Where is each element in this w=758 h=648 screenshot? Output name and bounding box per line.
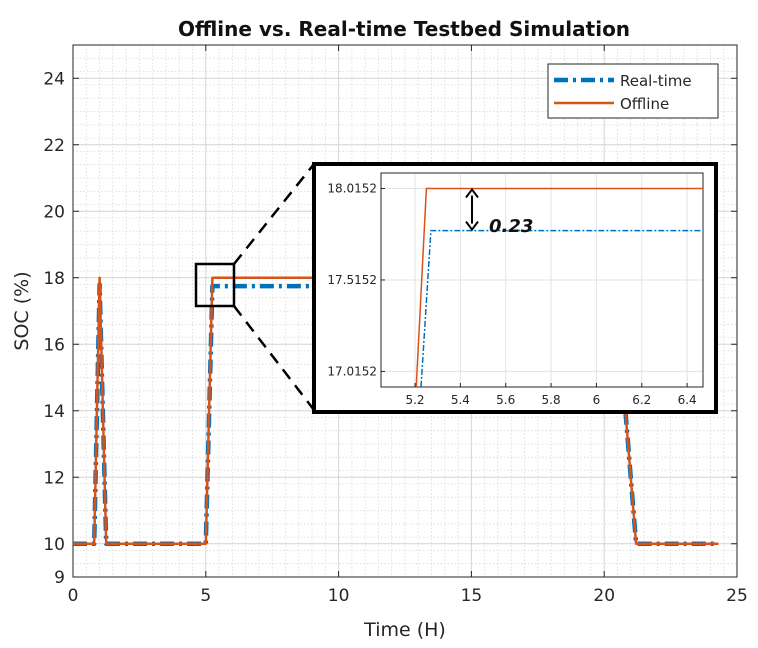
zoom-inset: 5.2 5.4 5.6 5.8 6 6.2 6.4 17.0152 17.5152 18.0152… <box>194 162 718 414</box>
zoom-connector-line <box>233 163 315 265</box>
x-axis-label: Time (H) <box>363 619 446 641</box>
y-tick-label: 9 <box>54 568 65 588</box>
y-axis-label: SOC (%) <box>11 271 33 350</box>
inset-x-tick-label: 5.4 <box>451 393 470 407</box>
y-tick-label: 24 <box>43 69 65 89</box>
chart-title: Offline vs. Real-time Testbed Simulation <box>178 17 630 41</box>
x-tick-label: 15 <box>461 586 483 606</box>
legend-label-real-time: Real-time <box>620 72 692 90</box>
y-tick-label: 22 <box>43 136 65 156</box>
inset-x-tick-label: 6 <box>593 393 601 407</box>
legend-box <box>547 63 719 119</box>
inset-series-offline-line <box>415 187 703 387</box>
inset-x-tick-label: 6.2 <box>632 393 651 407</box>
series-offline-line <box>624 410 719 546</box>
legend: Real-time Offline <box>547 63 719 119</box>
axes-box <box>72 44 738 578</box>
inset-x-tick-label: 5.8 <box>542 393 561 407</box>
y-tick-label: 14 <box>43 402 65 422</box>
inset-x-tick-label: 6.4 <box>678 393 697 407</box>
x-tick-label: 0 <box>68 586 79 606</box>
inset-y-tick-label: 17.0152 <box>327 364 377 378</box>
y-tick-label: 16 <box>43 335 65 355</box>
x-tick-label: 5 <box>200 586 211 606</box>
inset-x-tick-label: 5.6 <box>496 393 515 407</box>
inset-arrow-head-up <box>465 187 479 199</box>
inset-x-tick-label: 5.2 <box>405 393 424 407</box>
legend-label-offline: Offline <box>620 95 669 113</box>
inset-series-real-time-line <box>420 229 703 387</box>
y-tick-label: 10 <box>43 535 65 555</box>
y-tick-label: 12 <box>43 468 65 488</box>
inset-difference-label: 0.23 <box>489 216 533 237</box>
series-offline-line <box>73 276 312 546</box>
x-tick-label: 25 <box>726 586 748 606</box>
y-tick-label: 18 <box>43 269 65 289</box>
zoom-connector-line <box>233 305 315 411</box>
zoom-region-box <box>194 262 236 308</box>
inset-y-tick-label: 18.0152 <box>327 182 377 196</box>
inset-y-tick-label: 17.5152 <box>327 273 377 287</box>
x-tick-label: 10 <box>328 586 350 606</box>
x-tick-label: 20 <box>593 586 615 606</box>
inset-arrow-head-down <box>465 220 479 232</box>
y-tick-label: 20 <box>43 202 65 222</box>
